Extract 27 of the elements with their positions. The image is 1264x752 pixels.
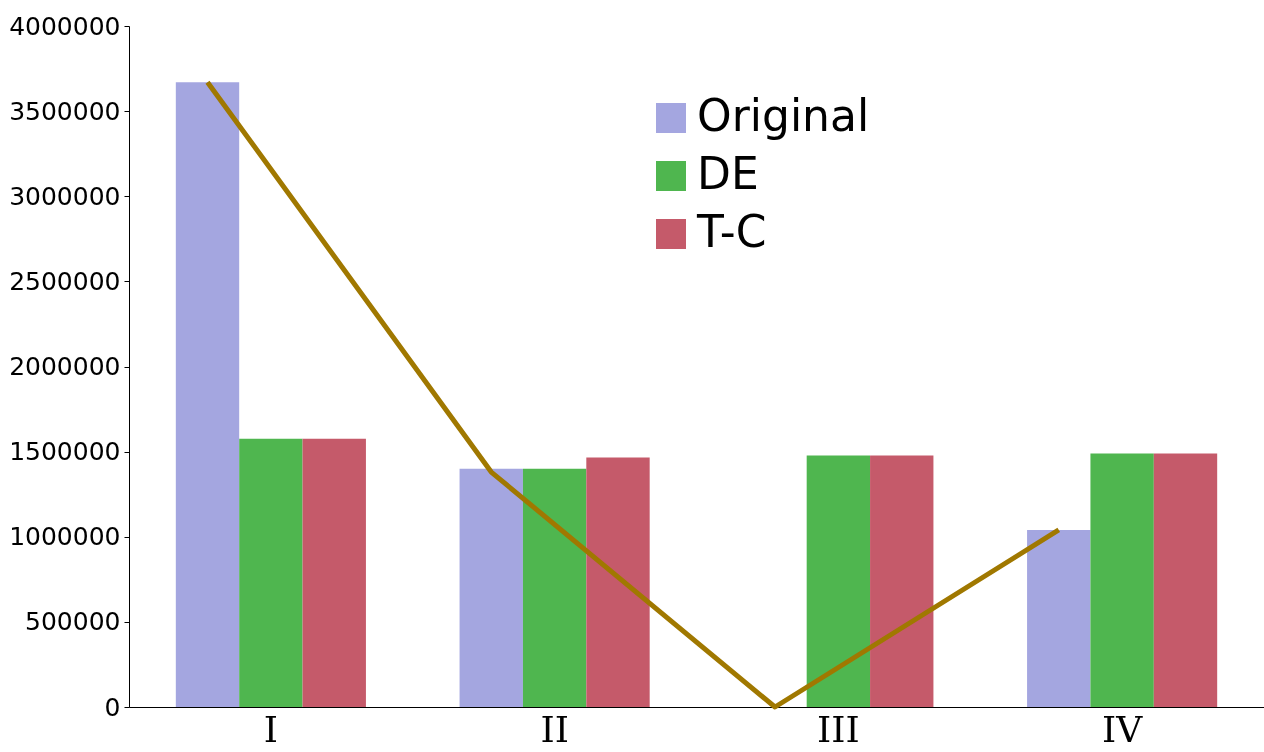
y-tick-label: 2000000 bbox=[9, 352, 121, 381]
legend-label: DE bbox=[697, 148, 759, 199]
y-tick-label: 1500000 bbox=[9, 437, 121, 467]
x-tick-label: IV bbox=[1102, 708, 1144, 750]
bar bbox=[175, 82, 240, 707]
bar bbox=[1090, 453, 1154, 707]
legend-label: Original bbox=[697, 90, 870, 141]
bar bbox=[302, 438, 366, 707]
bar bbox=[586, 457, 650, 707]
x-tick-label: II bbox=[540, 708, 569, 750]
y-tick-label: 500000 bbox=[25, 607, 121, 637]
bar bbox=[1027, 529, 1091, 707]
bar bbox=[239, 438, 303, 707]
bar bbox=[1153, 453, 1218, 707]
y-tick-label: 0 bbox=[104, 692, 121, 722]
bar bbox=[870, 455, 934, 707]
y-tick-label: 2500000 bbox=[9, 266, 121, 296]
y-tick-label: 4000000 bbox=[9, 11, 121, 41]
bar bbox=[522, 468, 587, 707]
x-tick-label: III bbox=[817, 708, 860, 750]
x-tick-label: I bbox=[263, 708, 278, 750]
legend-label: T-C bbox=[696, 206, 767, 257]
y-tick-label: 3500000 bbox=[9, 96, 121, 126]
y-tick-label: 1000000 bbox=[9, 522, 121, 552]
y-tick-label: 3000000 bbox=[9, 181, 121, 211]
bar bbox=[806, 455, 871, 707]
bar bbox=[459, 468, 523, 707]
